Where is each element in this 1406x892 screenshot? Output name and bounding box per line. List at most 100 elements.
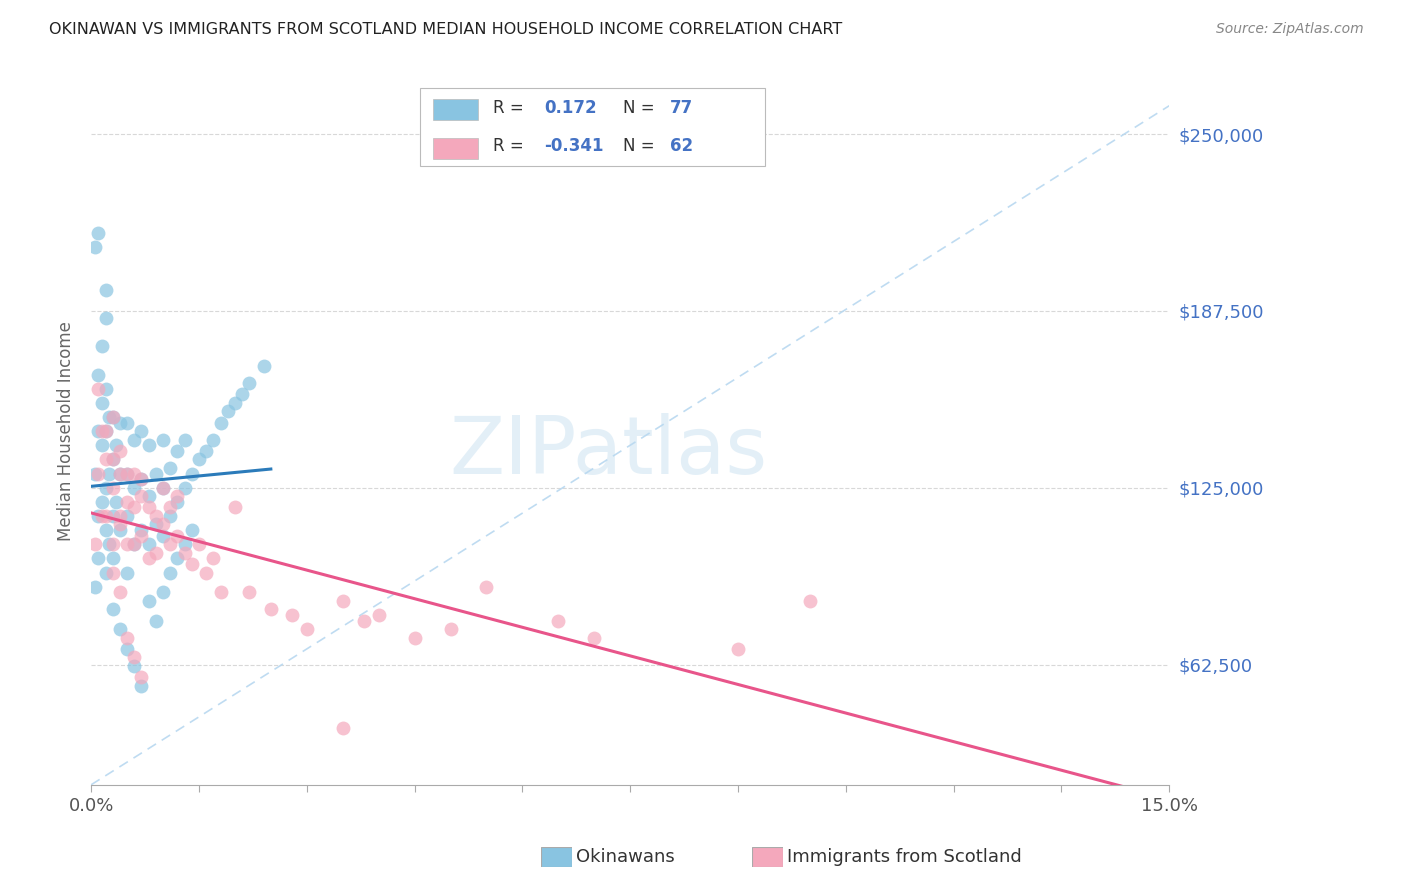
Point — [404, 631, 426, 645]
Point — [173, 481, 195, 495]
Point — [115, 508, 138, 523]
Point — [98, 537, 121, 551]
Point — [108, 585, 131, 599]
Point — [188, 452, 211, 467]
Point — [131, 472, 153, 486]
Point — [124, 537, 146, 551]
Text: Source: ZipAtlas.com: Source: ZipAtlas.com — [1216, 22, 1364, 37]
Point — [90, 339, 112, 353]
Text: Immigrants from Scotland: Immigrants from Scotland — [787, 848, 1022, 866]
Point — [202, 551, 225, 566]
Text: 77: 77 — [671, 98, 693, 117]
Point — [138, 537, 160, 551]
Point — [108, 523, 131, 537]
Point — [159, 566, 181, 580]
Point — [108, 416, 131, 430]
Point — [90, 438, 112, 452]
Point — [115, 642, 138, 657]
Point — [152, 529, 174, 543]
Point — [87, 467, 110, 481]
Point — [173, 546, 195, 560]
Point — [90, 396, 112, 410]
Point — [152, 517, 174, 532]
Point — [173, 537, 195, 551]
Point — [108, 517, 131, 532]
Text: 0.172: 0.172 — [544, 98, 596, 117]
Point — [94, 566, 117, 580]
Point — [238, 376, 260, 390]
Point — [173, 433, 195, 447]
Text: N =: N = — [623, 137, 654, 155]
Point — [115, 566, 138, 580]
Point — [94, 424, 117, 438]
Point — [94, 508, 117, 523]
Point — [166, 495, 188, 509]
Point — [101, 409, 124, 424]
Point — [295, 622, 318, 636]
Point — [83, 467, 105, 481]
Point — [439, 622, 461, 636]
Text: R =: R = — [494, 98, 524, 117]
Point — [94, 310, 117, 325]
Text: Okinawans: Okinawans — [576, 848, 675, 866]
Point — [101, 537, 124, 551]
Point — [115, 631, 138, 645]
FancyBboxPatch shape — [420, 88, 765, 166]
Point — [131, 523, 153, 537]
Point — [101, 508, 124, 523]
Text: -0.341: -0.341 — [544, 137, 603, 155]
Point — [115, 467, 138, 481]
Point — [101, 409, 124, 424]
Point — [90, 508, 112, 523]
Point — [90, 495, 112, 509]
Point — [101, 452, 124, 467]
Point — [152, 433, 174, 447]
Point — [115, 495, 138, 509]
Point — [231, 387, 253, 401]
Point — [131, 670, 153, 684]
Point — [124, 659, 146, 673]
Point — [98, 409, 121, 424]
Text: 62: 62 — [671, 137, 693, 155]
Text: R =: R = — [494, 137, 524, 155]
Point — [108, 467, 131, 481]
Point — [224, 396, 246, 410]
Point — [583, 631, 606, 645]
Point — [195, 566, 218, 580]
Point — [124, 650, 146, 665]
Point — [115, 467, 138, 481]
Point — [87, 508, 110, 523]
Point — [209, 416, 232, 430]
Point — [332, 594, 354, 608]
Point — [101, 566, 124, 580]
Point — [108, 443, 131, 458]
Point — [101, 602, 124, 616]
Point — [195, 443, 218, 458]
Point — [131, 424, 153, 438]
Point — [131, 472, 153, 486]
Point — [260, 602, 283, 616]
Point — [101, 481, 124, 495]
Point — [131, 529, 153, 543]
Point — [217, 404, 239, 418]
Point — [131, 489, 153, 503]
Point — [166, 443, 188, 458]
Point — [94, 481, 117, 495]
Point — [131, 679, 153, 693]
Point — [94, 283, 117, 297]
Point — [138, 500, 160, 515]
Point — [145, 467, 167, 481]
Point — [727, 642, 749, 657]
Point — [83, 537, 105, 551]
Point — [94, 382, 117, 396]
Point — [166, 529, 188, 543]
Point — [152, 481, 174, 495]
Point — [87, 551, 110, 566]
Bar — [433, 138, 478, 159]
Point — [124, 467, 146, 481]
Point — [98, 467, 121, 481]
Point — [108, 622, 131, 636]
Point — [281, 607, 304, 622]
Point — [105, 495, 128, 509]
Point — [83, 580, 105, 594]
